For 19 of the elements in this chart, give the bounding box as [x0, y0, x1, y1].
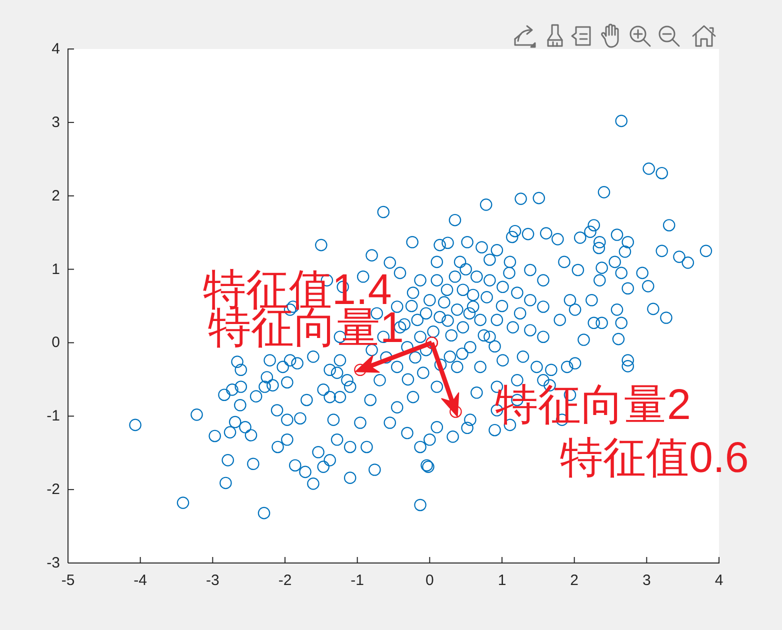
y-tick-label: -3: [46, 554, 60, 572]
y-tick-label: -2: [46, 481, 60, 498]
y-tick-label: 2: [52, 187, 60, 204]
x-tick-label: 2: [570, 572, 579, 589]
y-tick-label: 0: [52, 334, 60, 352]
annotation: 特征值0.6: [560, 434, 749, 482]
y-tick-label: 4: [52, 40, 60, 58]
x-tick-label: 1: [498, 572, 506, 589]
y-tick-label: 1: [52, 260, 60, 278]
x-tick-label: 3: [642, 572, 651, 589]
x-tick-label: 0: [425, 572, 434, 589]
x-tick-label: -4: [134, 572, 148, 589]
y-tick-label: 3: [52, 114, 60, 131]
x-tick-label: -1: [350, 572, 364, 589]
x-tick-label: -5: [61, 572, 75, 589]
y-tick-label: -1: [46, 408, 60, 425]
x-tick-label: 4: [714, 572, 724, 589]
x-tick-label: -3: [206, 572, 220, 589]
x-tick-label: -2: [278, 572, 292, 589]
